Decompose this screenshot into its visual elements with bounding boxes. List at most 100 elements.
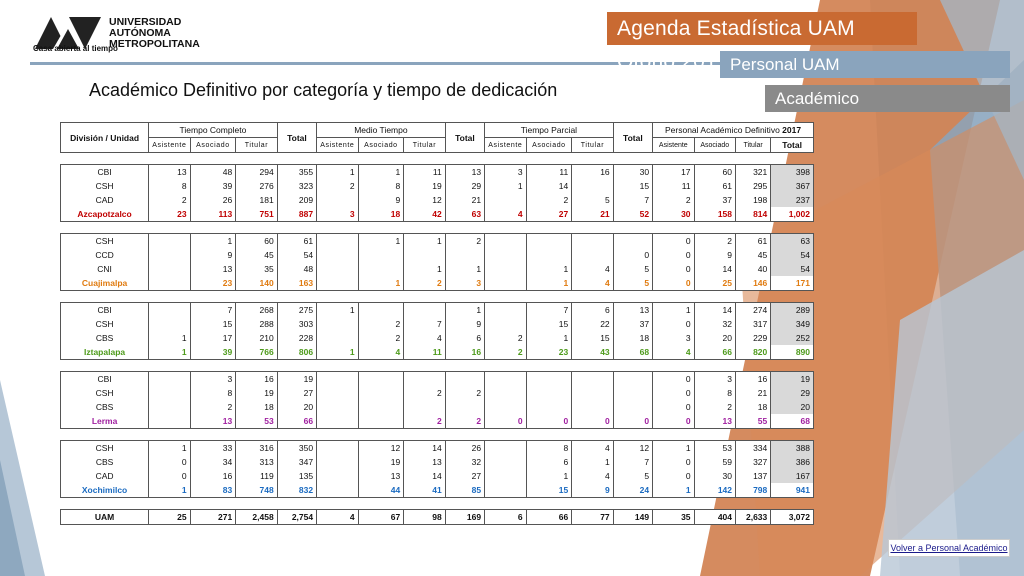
row-label: Iztapalapa: [59, 345, 150, 360]
table-cell: 198: [735, 193, 772, 207]
table-cell: 0: [652, 233, 695, 248]
tiempo-parcial-header: Tiempo Parcial: [484, 122, 614, 138]
table-cell: 55: [735, 414, 772, 429]
table-cell: 8: [357, 179, 405, 193]
table-cell: 1: [316, 302, 359, 317]
table-cell: [571, 248, 614, 262]
table-cell: [403, 302, 446, 317]
academico-banner[interactable]: Académico: [765, 85, 1010, 112]
table-cell: 887: [276, 207, 318, 222]
table-cell: 355: [276, 164, 318, 179]
table-cell: 209: [276, 193, 318, 207]
spacer-row: [61, 360, 814, 372]
table-cell: 6: [444, 331, 486, 345]
table-cell: 8: [525, 440, 573, 455]
table-cell: 19: [357, 455, 405, 469]
table-cell: [612, 371, 654, 386]
table-cell: 2: [316, 179, 359, 193]
sum-asistente-header: Asistente: [652, 137, 695, 153]
table-cell: 2: [357, 317, 405, 331]
table-cell: 0: [612, 248, 654, 262]
table-cell: [612, 400, 654, 414]
row-label: CSH: [59, 317, 150, 331]
table-cell: [148, 248, 191, 262]
table-cell: 275: [276, 302, 318, 317]
table-cell: [484, 469, 527, 483]
table-cell: 832: [276, 483, 318, 498]
page-title: Académico Definitivo por categoría y tie…: [89, 80, 558, 100]
table-cell: 0: [652, 469, 695, 483]
table-cell: 274: [735, 302, 772, 317]
table-cell: 14: [693, 262, 737, 276]
table-cell: 2: [189, 400, 237, 414]
table-cell: 18: [735, 400, 772, 414]
table-cell: 0: [148, 469, 191, 483]
table-cell: [484, 455, 527, 469]
table-cell: 268: [235, 302, 278, 317]
table-cell: 35: [652, 509, 695, 525]
table-cell: [484, 371, 527, 386]
row-label: Cuajimalpa: [59, 276, 150, 291]
table-cell: 60: [235, 233, 278, 248]
table-cell: 2: [357, 331, 405, 345]
table-cell: 40: [735, 262, 772, 276]
table-cell: [316, 276, 359, 291]
table-cell: 20: [693, 331, 737, 345]
table-cell: [148, 262, 191, 276]
mt-titular-header: Titular: [403, 137, 446, 153]
table-cell: 0: [571, 414, 614, 429]
table-cell: [571, 386, 614, 400]
table-cell: 2,633: [735, 509, 772, 525]
table-cell: 4: [571, 262, 614, 276]
table-cell: 7: [403, 317, 446, 331]
back-to-personal-academico-link[interactable]: Volver a Personal Académico: [888, 539, 1010, 557]
table-cell: 5: [612, 262, 654, 276]
table-cell: 288: [235, 317, 278, 331]
table-cell: 252: [770, 331, 814, 345]
table-cell: 21: [735, 386, 772, 400]
table-cell: 20: [770, 400, 814, 414]
table-row: CBI 13 48 294 355 1 1 11 13 3 11 16 30 17 60 321 398: [59, 164, 814, 179]
table-row: CBI 3 16 19 0 3 16 19: [59, 371, 814, 386]
tc-asistente-header: Asistente: [148, 137, 191, 153]
table-cell: 85: [444, 483, 486, 498]
tp-asistente-header: Asistente: [484, 137, 527, 153]
table-cell: 806: [276, 345, 318, 360]
table-cell: 15: [525, 317, 573, 331]
table-cell: 13: [693, 414, 737, 429]
table-cell: 2: [484, 331, 527, 345]
table-cell: 237: [770, 193, 814, 207]
table-cell: 48: [276, 262, 318, 276]
spacer-cell: [61, 153, 814, 165]
personal-banner[interactable]: Personal UAM: [720, 51, 1010, 78]
table-cell: 1: [525, 262, 573, 276]
table-cell: 68: [612, 345, 654, 360]
table-cell: [316, 483, 359, 498]
table-cell: 388: [770, 440, 814, 455]
table-cell: 350: [276, 440, 318, 455]
table-cell: 29: [444, 179, 486, 193]
table-row: CSH 1 60 61 1 1 2 0 2 61 63: [59, 233, 814, 248]
table-cell: 12: [357, 440, 405, 455]
table-cell: 61: [276, 233, 318, 248]
table-cell: 16: [235, 371, 278, 386]
tp-total-header: Total: [612, 122, 654, 153]
table-cell: 61: [735, 233, 772, 248]
table-cell: 45: [235, 248, 278, 262]
table-cell: [148, 386, 191, 400]
table-cell: 317: [735, 317, 772, 331]
table-cell: [357, 400, 405, 414]
table-cell: [316, 331, 359, 345]
table-cell: 0: [148, 455, 191, 469]
subtotal-row: Azcapotzalco 23 113 751 887 3 18 42 63 4 27 21 52 30 1…: [59, 207, 814, 222]
table-row: CBI 7 268 275 1 1 7 6 13 1 14 274 289: [59, 302, 814, 317]
table-cell: 748: [235, 483, 278, 498]
spacer-row: [61, 498, 814, 510]
table-cell: 9: [357, 193, 405, 207]
table-cell: 135: [276, 469, 318, 483]
table-cell: 2: [525, 193, 573, 207]
table-cell: 1: [316, 345, 359, 360]
table-cell: 1: [444, 262, 486, 276]
table-cell: 39: [189, 179, 237, 193]
table-cell: 4: [571, 469, 614, 483]
